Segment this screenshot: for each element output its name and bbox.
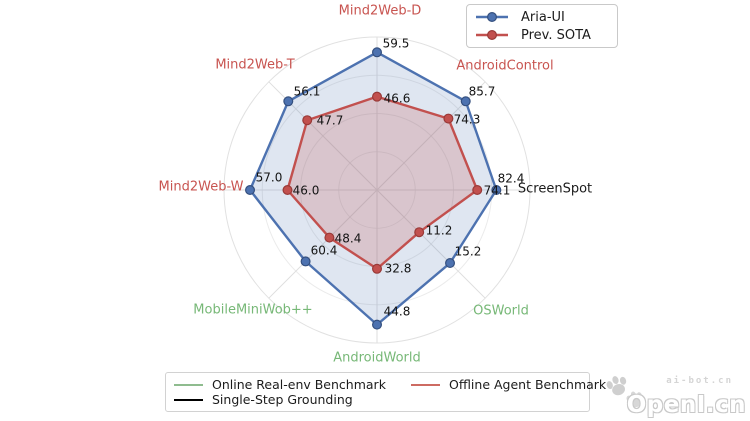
value-label: 60.4 xyxy=(311,244,338,258)
value-label: 11.2 xyxy=(426,224,453,238)
data-point xyxy=(491,185,502,196)
data-point xyxy=(245,185,256,196)
legend-item-single-step-grounding: Single-Step Grounding xyxy=(174,392,411,407)
data-point xyxy=(372,263,383,274)
value-label: 85.7 xyxy=(469,85,496,99)
legend-item-aria-ui: Aria-UI xyxy=(474,10,609,24)
value-label: 47.7 xyxy=(317,114,344,128)
offline-agent-label: Offline Agent Benchmark xyxy=(449,376,607,392)
axis-label-mind2web-w: Mind2Web-W xyxy=(159,180,244,195)
data-point xyxy=(372,47,383,58)
data-point xyxy=(324,232,335,243)
online-real-env-label: Online Real-env Benchmark xyxy=(212,376,386,392)
prev-sota-line-marker-icon xyxy=(476,29,508,41)
benchmark-type-legend: Online Real-env Benchmark Offline Agent … xyxy=(165,372,606,412)
value-label: 57.0 xyxy=(256,171,283,185)
watermark-large-text: OpenI.cn xyxy=(626,392,746,418)
value-label: 82.4 xyxy=(498,172,525,186)
red-line-icon xyxy=(411,383,440,386)
value-label: 44.8 xyxy=(384,305,411,319)
green-line-icon xyxy=(174,383,203,386)
value-label: 74.1 xyxy=(484,184,511,198)
value-label: 32.8 xyxy=(385,262,412,276)
value-label: 56.1 xyxy=(294,85,321,99)
value-label: 46.6 xyxy=(384,92,411,106)
single-step-grounding-label: Single-Step Grounding xyxy=(212,392,353,407)
axis-label-androidworld: AndroidWorld xyxy=(333,351,421,366)
data-point xyxy=(300,256,311,267)
data-point xyxy=(445,258,456,269)
paw-print-icon xyxy=(606,376,642,408)
axis-label-androidcontrol: AndroidControl xyxy=(456,59,553,74)
watermark-small-text: ai-bot.cn xyxy=(666,376,733,386)
watermark: ai-bot.cn OpenI.cn xyxy=(605,374,747,418)
legend-item-prev-sota: Prev. SOTA xyxy=(474,28,609,42)
data-point xyxy=(443,113,454,124)
axis-label-mind2web-d: Mind2Web-D xyxy=(339,4,422,19)
data-point xyxy=(372,91,383,102)
axis-label-mind2web-t: Mind2Web-T xyxy=(215,58,294,73)
prev-sota-legend-label: Prev. SOTA xyxy=(521,27,591,43)
axis-label-osworld: OSWorld xyxy=(473,304,529,319)
series-legend: Aria-UI Prev. SOTA xyxy=(466,4,618,48)
data-point xyxy=(302,115,313,126)
aria-ui-legend-label: Aria-UI xyxy=(521,9,565,25)
data-point xyxy=(472,185,483,196)
grid-spoke xyxy=(376,189,486,299)
value-label: 15.2 xyxy=(455,245,482,259)
data-point xyxy=(414,227,425,238)
data-point xyxy=(460,96,471,107)
aria-ui-line-marker-icon xyxy=(476,11,508,23)
value-label: 59.5 xyxy=(383,37,410,51)
grid-spoke xyxy=(268,189,378,299)
axis-label-mobileminiwob-: MobileMiniWob++ xyxy=(193,303,312,318)
data-point xyxy=(283,96,294,107)
legend-item-online-real-env: Online Real-env Benchmark xyxy=(174,376,411,392)
value-label: 46.0 xyxy=(293,184,320,198)
data-point xyxy=(282,185,293,196)
axis-label-screenspot: ScreenSpot xyxy=(518,182,592,197)
legend-item-offline-agent: Offline Agent Benchmark xyxy=(411,376,607,392)
data-point xyxy=(372,319,383,330)
value-label: 74.3 xyxy=(454,113,481,127)
black-line-icon xyxy=(174,399,203,402)
value-label: 48.4 xyxy=(335,232,362,246)
